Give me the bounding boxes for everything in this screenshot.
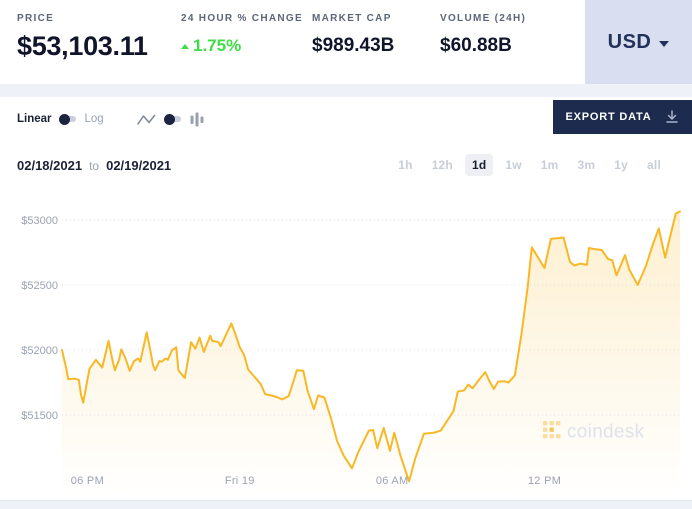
coindesk-logo-icon — [543, 427, 548, 432]
scale-log-label[interactable]: Log — [84, 113, 104, 125]
download-icon — [664, 109, 680, 125]
stats-bar: PRICE $53,103.11 24 HOUR % CHANGE 1.75% … — [0, 0, 692, 84]
up-arrow-icon — [181, 43, 189, 49]
coindesk-logo-icon — [549, 434, 554, 439]
range-button-1w[interactable]: 1w — [498, 154, 528, 176]
chevron-down-icon — [659, 40, 670, 47]
coindesk-watermark: coindesk — [543, 421, 645, 443]
y-axis-label: $53000 — [21, 215, 58, 227]
time-range-buttons: 1h 12h 1d 1w 1m 3m 1y all — [391, 154, 668, 176]
price-value: $53,103.11 — [17, 31, 148, 61]
market-cap-value: $989.43B — [312, 35, 395, 56]
coindesk-logo-icon — [543, 421, 548, 426]
scale-linear-label[interactable]: Linear — [17, 113, 52, 125]
volume-value: $60.88B — [440, 35, 512, 56]
separator-strip-top — [0, 84, 692, 97]
date-range: 02/18/2021 to 02/19/2021 — [17, 158, 171, 173]
currency-selected: USD — [607, 30, 652, 53]
market-cap-label: MARKET CAP — [312, 13, 392, 24]
stat-change: 24 HOUR % CHANGE 1.75% — [181, 0, 312, 84]
chart-controls: Linear Log EXPO — [0, 97, 692, 141]
export-data-label: EXPORT DATA — [565, 111, 652, 123]
x-axis-label: 06 PM — [71, 475, 104, 487]
date-and-range-row: 02/18/2021 to 02/19/2021 1h 12h 1d 1w 1m 3m 1y… — [0, 151, 692, 179]
y-axis-label: $52500 — [21, 280, 58, 292]
range-button-all[interactable]: all — [640, 154, 668, 176]
start-date-field[interactable]: 02/18/2021 — [17, 157, 83, 173]
date-range-to-label: to — [89, 158, 100, 173]
stat-volume: VOLUME (24H) $60.88B — [440, 0, 526, 84]
candlestick-chart-icon[interactable] — [190, 112, 204, 127]
change-label: 24 HOUR % CHANGE — [181, 13, 303, 24]
range-button-1y[interactable]: 1y — [607, 154, 635, 176]
price-area-fill — [62, 211, 680, 495]
line-chart-icon[interactable] — [136, 112, 157, 127]
y-axis-label: $52000 — [21, 345, 58, 357]
range-button-12h[interactable]: 12h — [425, 154, 460, 176]
coindesk-logo-icon — [549, 421, 554, 426]
coindesk-watermark-text: coindesk — [567, 422, 645, 443]
price-chart[interactable]: $53000 $52500 $52000 $51500 06 PM Fri 19 06 AM… — [0, 195, 692, 500]
separator-strip-bottom — [0, 500, 692, 509]
range-button-1m[interactable]: 1m — [534, 154, 566, 176]
chart-panel: Linear Log EXPO — [0, 97, 692, 500]
range-button-3m[interactable]: 3m — [571, 154, 603, 176]
currency-selector[interactable]: USD — [585, 0, 692, 84]
coindesk-logo-icon — [543, 434, 548, 439]
coindesk-logo-icon — [556, 421, 561, 426]
change-percent: 1.75% — [193, 36, 242, 55]
export-data-button[interactable]: EXPORT DATA — [553, 100, 692, 134]
chart-type-controls — [136, 112, 204, 127]
x-axis-label: Fri 19 — [225, 475, 255, 487]
scale-toggle[interactable] — [58, 113, 76, 125]
coindesk-logo-icon — [549, 427, 554, 432]
stat-market-cap: MARKET CAP $989.43B — [312, 0, 440, 84]
end-date-field[interactable]: 02/19/2021 — [106, 157, 172, 173]
range-button-1h[interactable]: 1h — [391, 154, 419, 176]
chart-type-toggle[interactable] — [163, 113, 181, 125]
y-axis-label: $51500 — [21, 410, 58, 422]
stat-price: PRICE $53,103.11 — [17, 0, 181, 84]
price-label: PRICE — [17, 13, 55, 24]
range-button-1d[interactable]: 1d — [464, 154, 494, 176]
change-value: 1.75% — [181, 36, 312, 56]
x-axis-label: 12 PM — [528, 475, 561, 487]
price-line — [61, 210, 681, 483]
volume-label: VOLUME (24H) — [440, 13, 527, 24]
x-axis-label: 06 AM — [376, 475, 409, 487]
coindesk-logo-icon — [556, 434, 561, 439]
